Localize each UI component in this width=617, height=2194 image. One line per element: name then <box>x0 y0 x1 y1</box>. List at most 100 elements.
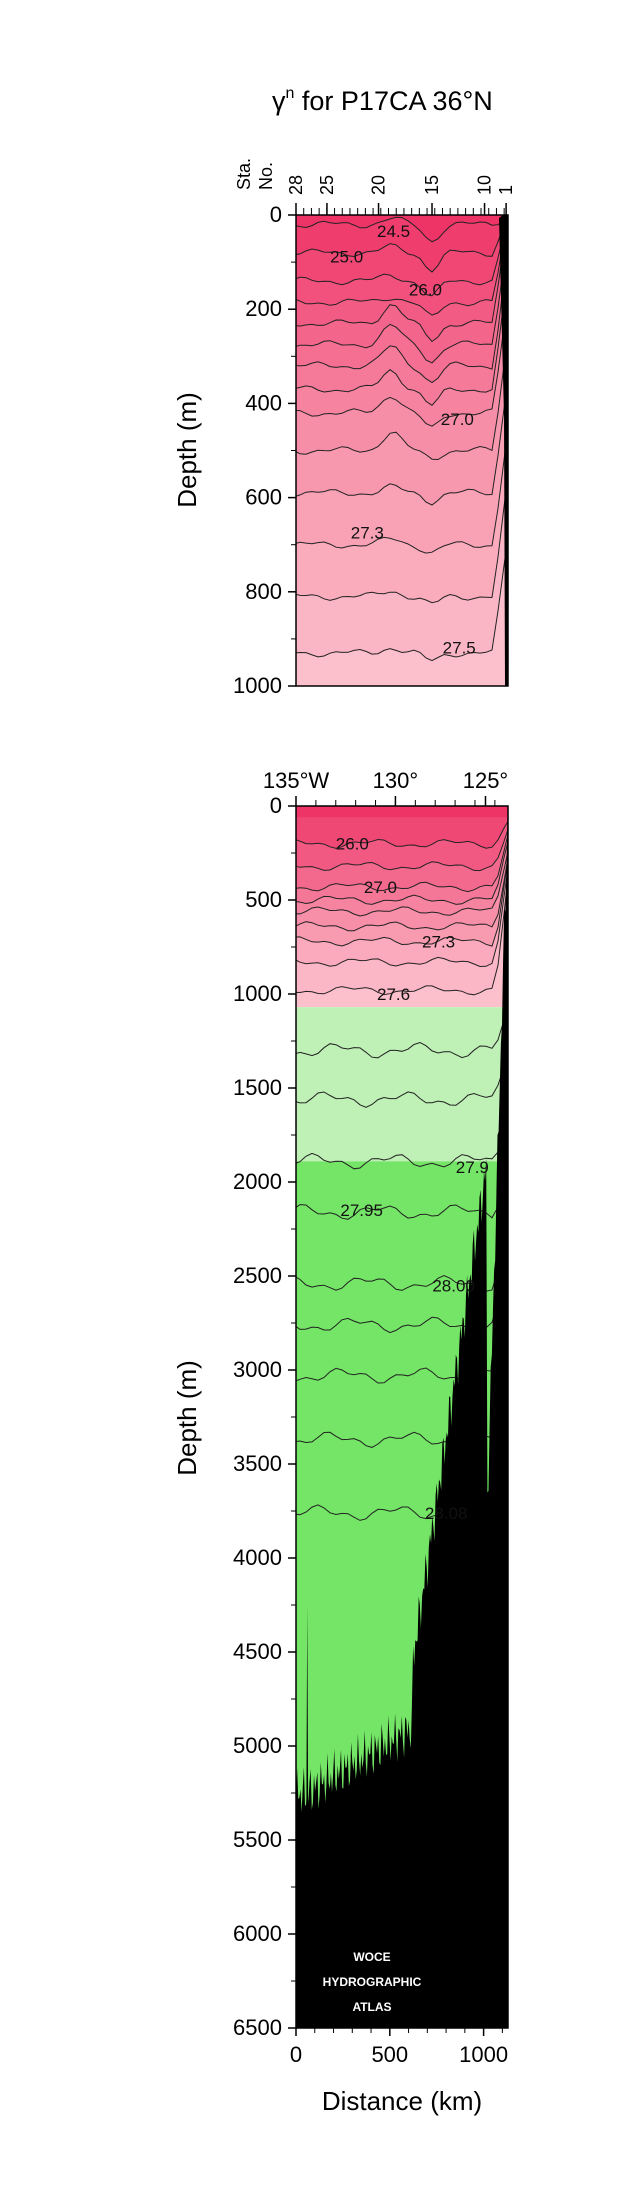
upper-contour-label: 27.0 <box>441 410 474 429</box>
longitude-label: 125° <box>463 768 509 793</box>
upper-contour-27.5 <box>296 531 508 662</box>
lower-band-top <box>296 806 508 818</box>
upper-contour-26 <box>296 218 508 316</box>
lower-contour-label: 26.0 <box>336 835 369 854</box>
upper-contour-label: 27.5 <box>443 639 476 658</box>
upper-y-tick-label: 800 <box>245 579 282 604</box>
station-label: 1 <box>496 185 516 195</box>
upper-band-25 <box>296 215 508 272</box>
svg-text:HYDROGRAPHIC: HYDROGRAPHIC <box>323 1975 422 1989</box>
upper-depth-axis: 0 200 400 600 800 1000 <box>233 202 296 698</box>
upper-contour-label: 26.0 <box>409 281 442 300</box>
lower-band-lightgreen <box>296 1007 508 1162</box>
longitude-axis: 135°W 130° 125° <box>263 768 508 806</box>
upper-density-bands <box>296 215 508 686</box>
upper-contour-26.6 <box>296 242 508 384</box>
lower-contour-label: 27.9 <box>456 1158 489 1177</box>
upper-band-24.5 <box>296 215 508 242</box>
lower-y-tick-label: 0 <box>270 793 282 818</box>
lower-y-tick-label: 5000 <box>233 1733 282 1758</box>
upper-contour-27.2 <box>296 373 508 506</box>
lower-contour-26 <box>296 820 508 849</box>
lower-y-tick-label: 3500 <box>233 1451 282 1476</box>
longitude-label: 135°W <box>263 768 330 793</box>
upper-contour-26.4 <box>296 228 508 364</box>
lower-y-tick-label: 2500 <box>233 1263 282 1288</box>
upper-y-tick-label: 400 <box>245 390 282 415</box>
upper-contour-25.5 <box>296 218 508 297</box>
upper-coastal-topography <box>499 215 508 686</box>
lower-y-tick-label: 500 <box>245 887 282 912</box>
lower-contour-label: 28.00 <box>432 1276 475 1295</box>
lower-y-tick-label: 6500 <box>233 2015 282 2040</box>
lower-contour-27.2 <box>296 848 508 917</box>
lower-contour-27.7 <box>296 1006 508 1059</box>
station-axis: 28 25 20 15 10 1 <box>286 175 516 215</box>
upper-contour-27.4 <box>296 471 508 604</box>
lower-panel: 0500100015002000250030003500400045005000… <box>172 768 509 2116</box>
station-label: 20 <box>369 175 389 195</box>
upper-contour-27.1 <box>296 329 508 461</box>
lower-contour-27.5 <box>296 864 508 968</box>
lower-contour-27.4 <box>296 856 508 947</box>
upper-contour-25 <box>296 217 508 273</box>
x-tick-label: 1000 <box>459 2042 508 2067</box>
x-tick-label: 0 <box>290 2042 302 2067</box>
station-label: 25 <box>317 175 337 195</box>
svg-text:WOCE: WOCE <box>353 1950 390 1964</box>
lower-y-tick-label: 1500 <box>233 1075 282 1100</box>
upper-contour-26.8 <box>296 265 508 406</box>
distance-axis: 0 500 1000 <box>290 2028 508 2067</box>
lower-contour-labels: 26.0 27.0 27.3 27.6 27.9 27.95 28.00 28.08 <box>336 835 489 1523</box>
upper-contour-27 <box>296 290 508 427</box>
station-axis-title-line2: No. <box>256 162 276 190</box>
lower-y-tick-label: 6000 <box>233 1921 282 1946</box>
lower-y-tick-label: 2000 <box>233 1169 282 1194</box>
station-label: 28 <box>286 175 306 195</box>
upper-ylabel: Depth (m) <box>172 392 202 508</box>
station-label: 15 <box>422 175 442 195</box>
upper-contour-24.5 <box>296 216 508 243</box>
lower-contour-label: 27.6 <box>377 985 410 1004</box>
upper-contour-lines <box>296 216 508 662</box>
upper-y-tick-label: 0 <box>270 202 282 227</box>
upper-contour-label: 25.0 <box>330 248 363 267</box>
longitude-label: 130° <box>373 768 419 793</box>
upper-y-tick-label: 1000 <box>233 673 282 698</box>
lower-contour-27.9 <box>296 1112 508 1170</box>
lower-contour-27.3 <box>296 854 508 932</box>
xlabel: Distance (km) <box>322 2086 482 2116</box>
lower-contour-label: 28.08 <box>425 1504 468 1523</box>
lower-y-tick-label: 3000 <box>233 1357 282 1382</box>
upper-contour-27.3 <box>296 422 508 554</box>
lower-contour-label: 27.95 <box>340 1201 383 1220</box>
woce-watermark: WOCE HYDROGRAPHIC ATLAS <box>323 1950 422 2014</box>
lower-contour-27 <box>296 832 508 893</box>
lower-y-tick-label: 1000 <box>233 981 282 1006</box>
lower-y-tick-label: 4500 <box>233 1639 282 1664</box>
x-tick-label: 500 <box>371 2042 408 2067</box>
upper-y-tick-label: 200 <box>245 296 282 321</box>
upper-contour-labels: 24.5 25.0 26.0 27.0 27.3 27.5 <box>330 222 476 658</box>
lower-contour-27.1 <box>296 839 508 905</box>
lower-contour-27.6 <box>296 873 508 996</box>
lower-ylabel: Depth (m) <box>172 1360 202 1476</box>
svg-text:ATLAS: ATLAS <box>352 2000 391 2014</box>
seamount-spike <box>306 1605 309 1822</box>
lower-contour-label: 27.3 <box>422 932 455 951</box>
upper-y-tick-label: 600 <box>245 485 282 510</box>
lower-y-tick-label: 4000 <box>233 1545 282 1570</box>
lower-contour-label: 27.0 <box>364 878 397 897</box>
bathymetry-silhouette <box>296 806 508 2028</box>
upper-contour-26.2 <box>296 223 508 343</box>
station-axis-title-line1: Sta. <box>234 158 254 190</box>
upper-panel: 0 200 400 600 800 1000 28 25 20 15 10 1 24.5 25.0 26… <box>172 158 516 698</box>
station-label: 10 <box>475 175 495 195</box>
lower-contour-27.95 <box>296 1150 508 1220</box>
chart-title: γn for P17CA 36°N <box>272 85 493 116</box>
lower-depth-axis: 0 500 1000 1500 2000 2500 3000 3500 4000 4500 5000… <box>233 793 296 2040</box>
lower-contour-27.8 <box>296 1055 508 1108</box>
upper-contour-label: 24.5 <box>377 222 410 241</box>
lower-contour-26.5 <box>296 827 508 872</box>
